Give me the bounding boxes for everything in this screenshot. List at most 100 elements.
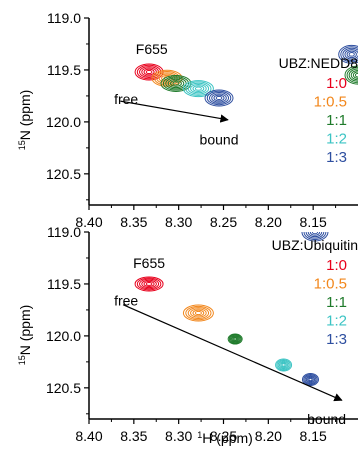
top-legend-entry: 1:3 xyxy=(326,149,347,166)
bottom-peak-1-0-5-contour xyxy=(187,307,210,319)
bottom-y-tick-label: 119.5 xyxy=(47,276,81,292)
bottom-edge-peak-0-contour xyxy=(309,232,321,236)
top-x-tick-label: 8.25 xyxy=(210,214,237,230)
top-x-tick-label: 8.15 xyxy=(300,214,327,230)
top-peak-label: F655 xyxy=(136,41,168,57)
bottom-x-tick-label: 8.40 xyxy=(75,428,102,444)
bottom-peak-1-1 xyxy=(227,333,243,345)
top-peak-1-3-contour xyxy=(211,93,227,103)
bottom-peak-1-0-contour xyxy=(139,278,160,290)
bottom-peak-1-2-contour xyxy=(278,361,289,369)
top-shift-arrow xyxy=(120,100,229,123)
bottom-peak-1-0-5-contour xyxy=(182,304,214,322)
top-peak-1-3-contour xyxy=(206,90,232,106)
bottom-bound-label: bound xyxy=(307,411,346,427)
bottom-peak-1-3 xyxy=(301,373,319,387)
bottom-peak-1-3-contour xyxy=(307,376,314,383)
top-legend-entry: 1:0 xyxy=(326,75,347,92)
bottom-y-tick-label: 119.0 xyxy=(47,224,81,240)
top-edge-peak-1-contour xyxy=(350,69,358,81)
bottom-peak-1-0-contour xyxy=(141,279,157,289)
top-peak-1-2 xyxy=(182,80,214,98)
x-axis-title-superscript: 1 xyxy=(197,430,202,440)
top-y-tick-label: 120.0 xyxy=(46,114,81,130)
bottom-peak-1-2-contour xyxy=(275,358,293,372)
top-x-tick-label: 8.20 xyxy=(255,214,282,230)
bottom-y-axis-title-superscript: 15 xyxy=(17,355,27,365)
bottom-y-tick-label: 120.5 xyxy=(46,380,81,396)
bottom-peak-1-3-contour xyxy=(304,374,317,385)
top-peak-1-1-contour xyxy=(162,76,190,91)
bottom-edge-peak-0-contour xyxy=(301,232,329,242)
bottom-peak-1-0-5-contour xyxy=(192,309,205,317)
top-legend-entry: 1:0.5 xyxy=(314,94,347,111)
bottom-peak-1-0-5 xyxy=(182,304,214,322)
bottom-edge-peak-0-contour xyxy=(303,232,327,241)
bottom-y-tick-label: 120.0 xyxy=(46,328,81,344)
bottom-peak-1-3-contour xyxy=(301,373,319,387)
top-legend-entry: 1:2 xyxy=(326,131,347,148)
top-x-tick-label: 8.40 xyxy=(75,214,102,230)
top-legend-title: UBZ:NEDD8 xyxy=(279,55,359,71)
top-x-tick-label: 8.35 xyxy=(120,214,147,230)
bottom-shift-arrow xyxy=(122,304,343,402)
top-legend-entry: 1:1 xyxy=(326,112,347,129)
top-peak-1-3-contour xyxy=(213,94,225,102)
bottom-peak-1-0-contour xyxy=(136,277,162,291)
bottom-peak-1-1-contour xyxy=(233,337,238,341)
bottom-x-tick-label: 8.20 xyxy=(255,428,282,444)
top-y-tick-label: 120.5 xyxy=(46,166,81,182)
bottom-peak-1-0 xyxy=(134,276,164,292)
top-peak-1-2-contour xyxy=(187,82,210,95)
x-axis-title: 1H (ppm) xyxy=(197,430,253,446)
bottom-peak-1-0-5-contour xyxy=(194,310,202,316)
top-x-tick-label: 8.30 xyxy=(165,214,192,230)
bottom-legend-entry: 1:1 xyxy=(326,294,347,311)
bottom-peak-1-0-5-contour xyxy=(190,308,207,318)
bottom-peaks-layer xyxy=(134,232,329,387)
top-peak-1-3 xyxy=(204,89,234,107)
bottom-edge-peak-0-contour xyxy=(305,232,325,239)
bottom-legend-entry: 1:3 xyxy=(326,331,347,348)
top-edge-peak-0-contour xyxy=(344,49,358,60)
top-peak-1-3-contour xyxy=(215,95,223,101)
top-peak-1-3-contour xyxy=(204,89,234,107)
bottom-peak-1-2 xyxy=(275,358,293,372)
top-peak-1-2-contour xyxy=(190,83,207,94)
bottom-legend-entry: 1:0.5 xyxy=(314,276,347,293)
top-peak-1-1-contour xyxy=(170,80,182,87)
top-peak-1-2-contour xyxy=(185,81,212,96)
top-peak-1-1-contour xyxy=(167,78,185,89)
bottom-legend-title: UBZ:Ubiquitin xyxy=(272,237,358,253)
bottom-peak-1-1-contour xyxy=(231,335,240,343)
bottom-x-tick-label: 8.35 xyxy=(120,428,147,444)
top-edge-peak-0-contour xyxy=(340,46,358,63)
top-peak-1-0-contour xyxy=(141,67,157,77)
bottom-peak-1-3-contour xyxy=(303,373,318,386)
bottom-legend-entry: 1:0 xyxy=(326,257,347,274)
bottom-peak-1-0-5-contour xyxy=(185,305,212,321)
top-peak-1-0-contour xyxy=(143,68,155,76)
top-edge-peak-1-contour xyxy=(352,71,358,79)
bottom-peak-1-3-contour xyxy=(305,375,316,384)
top-peak-1-2-contour xyxy=(182,80,214,98)
top-peak-1-3-contour xyxy=(208,92,230,104)
top-y-axis-title-text: N (ppm) xyxy=(17,90,33,141)
bottom-panel: 119.0 119.5 120.0 120.5 8.40 8.35 8.30 8.25 8.20… xyxy=(46,224,358,444)
bottom-x-tick-label: 8.25 xyxy=(210,428,237,444)
bottom-peak-1-2-contour xyxy=(277,360,290,370)
bottom-x-tick-label: 8.30 xyxy=(165,428,192,444)
bottom-free-label: free xyxy=(114,293,138,309)
top-peak-1-2-contour xyxy=(194,86,202,91)
bottom-edge-peak-0 xyxy=(301,232,329,242)
bottom-peak-1-2-contour xyxy=(276,359,291,371)
top-panel: 119.0 119.5 120.0 120.5 8.40 8.35 8.30 8.25 8.20… xyxy=(46,10,359,230)
top-peak-1-0-contour xyxy=(145,69,153,75)
bottom-peak-1-3-contour xyxy=(308,377,313,382)
bottom-peak-1-1-contour xyxy=(232,336,239,342)
top-y-axis-title-superscript: 15 xyxy=(17,140,27,150)
top-edge-peak-0-contour xyxy=(342,47,358,61)
bottom-peak-1-0-contour xyxy=(134,276,164,292)
top-edge-peak-0-contour xyxy=(346,50,357,59)
top-edge-peak-0-contour xyxy=(338,44,358,64)
